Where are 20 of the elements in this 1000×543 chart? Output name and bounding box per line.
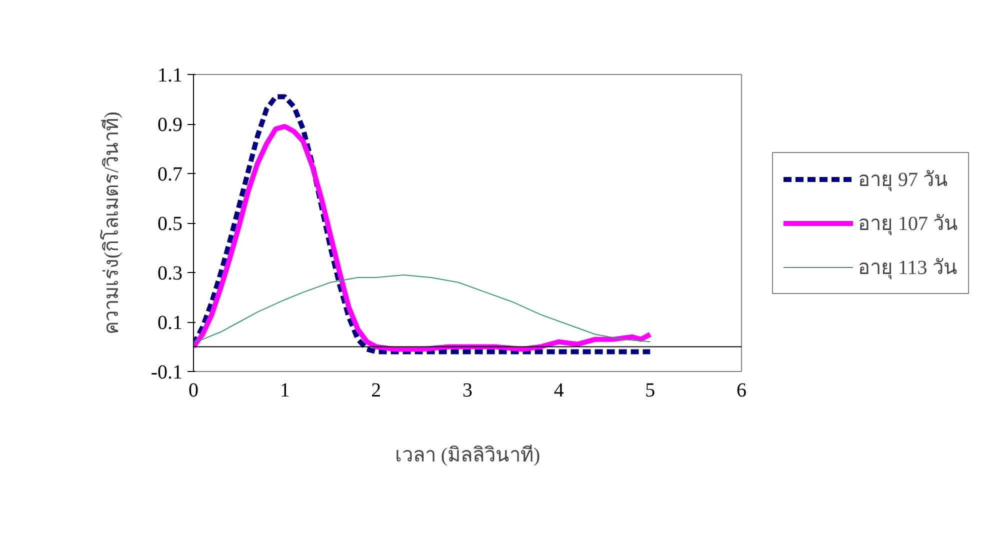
y-axis-title: ความเร่ง(กิโลเมตร/วินาที) (100, 112, 123, 334)
x-tick-label: 6 (736, 380, 746, 402)
x-tick-label: 1 (280, 380, 290, 402)
x-tick-label: 4 (554, 380, 564, 402)
x-tick-label: 2 (371, 380, 382, 402)
x-tick-label: 3 (462, 380, 472, 402)
y-tick-label: 0.3 (158, 262, 182, 284)
y-tick-label: 0.5 (158, 213, 182, 235)
x-axis-title: เวลา (มิลลิวินาที) (394, 444, 540, 466)
y-tick-label: -0.1 (150, 362, 183, 384)
y-tick-label: 0.9 (158, 114, 182, 136)
y-tick-label: 0.1 (158, 312, 182, 334)
x-tick-label: 5 (645, 380, 656, 402)
legend-label: อายุ 97 วัน (858, 168, 948, 194)
line-series (194, 274, 651, 342)
y-tick-label: 1.1 (158, 64, 182, 86)
y-tick-label: 0.7 (158, 164, 182, 186)
legend-label: อายุ 113 วัน (858, 256, 958, 282)
x-tick-label: 0 (188, 380, 198, 402)
legend-label: อายุ 107 วัน (858, 212, 958, 238)
